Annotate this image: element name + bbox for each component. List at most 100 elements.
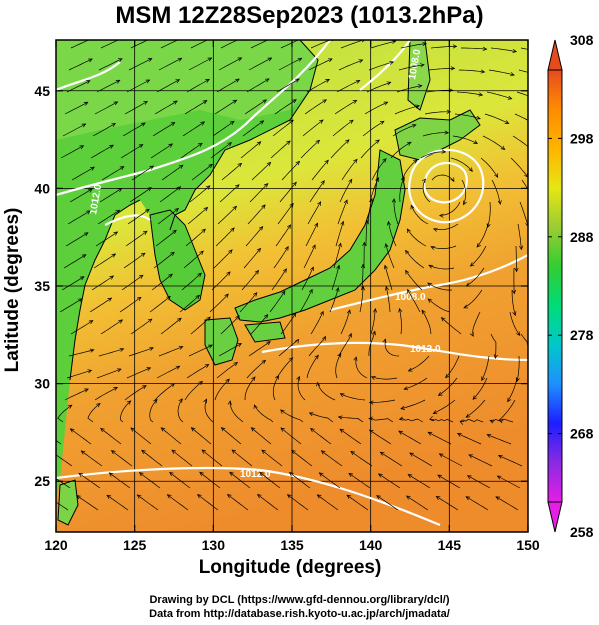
streamline-arrow bbox=[315, 139, 321, 145]
streamline bbox=[329, 287, 339, 313]
streamline bbox=[394, 105, 420, 115]
streamline bbox=[277, 203, 294, 225]
streamline-arrow bbox=[197, 272, 202, 278]
streamline-arrow bbox=[510, 72, 515, 77]
streamline-arrow bbox=[438, 453, 444, 458]
streamline bbox=[427, 298, 451, 313]
streamline-arrow bbox=[232, 99, 238, 104]
streamline-arrow bbox=[175, 79, 181, 84]
streamline bbox=[191, 427, 212, 445]
streamline bbox=[306, 79, 330, 93]
streamline-arrow bbox=[507, 95, 513, 100]
isobar-1012-south bbox=[56, 466, 441, 527]
streamline bbox=[189, 185, 211, 203]
streamline bbox=[482, 135, 505, 150]
streamline-arrow bbox=[446, 109, 452, 114]
streamline-arrow bbox=[146, 367, 152, 372]
streamline-arrow bbox=[166, 494, 172, 499]
isobar-west-2 bbox=[104, 214, 151, 226]
streamline-arrow bbox=[116, 368, 122, 373]
streamline bbox=[333, 243, 342, 269]
streamline bbox=[396, 85, 422, 93]
streamline-arrow bbox=[361, 40, 365, 43]
streamline-arrow bbox=[406, 228, 411, 234]
streamline-arrow bbox=[229, 120, 235, 125]
streamline-arrow bbox=[364, 219, 369, 225]
streamline bbox=[368, 61, 394, 71]
streamline bbox=[186, 78, 210, 93]
streamline-arrow bbox=[281, 290, 286, 296]
streamline-arrow bbox=[542, 51, 546, 54]
streamline bbox=[251, 427, 272, 445]
streamline-arrow bbox=[409, 452, 414, 457]
streamline bbox=[458, 69, 485, 73]
streamline-arrow bbox=[427, 282, 432, 287]
streamline-arrow bbox=[386, 220, 391, 226]
streamline bbox=[303, 244, 316, 269]
streamline bbox=[190, 40, 208, 49]
streamline bbox=[385, 243, 395, 269]
colorbar-body bbox=[547, 69, 563, 503]
streamline-arrow bbox=[295, 160, 301, 166]
streamline bbox=[481, 355, 490, 381]
streamline-arrow bbox=[336, 264, 341, 270]
streamline bbox=[248, 57, 272, 71]
streamline-arrow bbox=[403, 386, 409, 391]
streamline-arrow bbox=[282, 268, 287, 273]
streamline bbox=[436, 496, 459, 511]
streamline bbox=[56, 501, 69, 511]
streamline-arrow bbox=[444, 130, 450, 135]
streamline bbox=[119, 297, 142, 313]
x-tick-label: 130 bbox=[202, 537, 226, 553]
streamline-arrow bbox=[428, 264, 434, 269]
streamline bbox=[310, 40, 331, 49]
streamline bbox=[466, 267, 485, 287]
colorbar-tick-label: 288 bbox=[570, 229, 594, 245]
streamline bbox=[229, 401, 244, 423]
streamline-arrow bbox=[405, 249, 410, 255]
streamline-arrow bbox=[350, 450, 355, 456]
streamline-arrow bbox=[534, 122, 538, 125]
streamline-arrow bbox=[405, 495, 411, 500]
streamline-arrow bbox=[322, 335, 326, 341]
streamline bbox=[450, 157, 473, 172]
streamline-arrow bbox=[345, 139, 350, 144]
streamline bbox=[330, 139, 350, 159]
streamline bbox=[359, 286, 364, 313]
streamline-arrow bbox=[295, 78, 300, 83]
streamline-arrow bbox=[166, 295, 171, 301]
streamline bbox=[71, 166, 95, 181]
streamline bbox=[220, 40, 238, 49]
streamline bbox=[93, 253, 116, 269]
streamline-arrow bbox=[319, 119, 324, 124]
streamline-arrow bbox=[339, 428, 345, 433]
streamline bbox=[61, 276, 85, 291]
streamline-arrow bbox=[286, 494, 292, 499]
streamline bbox=[280, 427, 302, 445]
streamline bbox=[512, 135, 528, 148]
streamline bbox=[336, 80, 360, 93]
streamline-arrow bbox=[407, 474, 413, 479]
streamline-arrow bbox=[398, 416, 404, 421]
streamline bbox=[149, 399, 158, 423]
isobar-north bbox=[56, 40, 331, 197]
streamline-arrow bbox=[398, 430, 403, 435]
streamline-arrow bbox=[204, 364, 210, 368]
streamline bbox=[380, 451, 403, 467]
streamline bbox=[430, 46, 457, 49]
coastlines bbox=[57, 40, 481, 526]
streamline bbox=[272, 375, 279, 401]
streamline bbox=[211, 271, 231, 291]
y-axis-label: Latitude (degrees) bbox=[2, 207, 23, 373]
streamline-arrow bbox=[369, 197, 374, 203]
streamline-arrow bbox=[339, 393, 345, 398]
streamline bbox=[514, 113, 528, 121]
streamline bbox=[63, 254, 87, 269]
streamline bbox=[188, 344, 213, 357]
streamline bbox=[215, 227, 235, 247]
streamline-arrow bbox=[465, 282, 471, 287]
streamline-arrow bbox=[317, 201, 322, 206]
streamline bbox=[122, 122, 146, 137]
streamline-arrow bbox=[496, 475, 502, 480]
streamline-arrow bbox=[225, 378, 230, 384]
